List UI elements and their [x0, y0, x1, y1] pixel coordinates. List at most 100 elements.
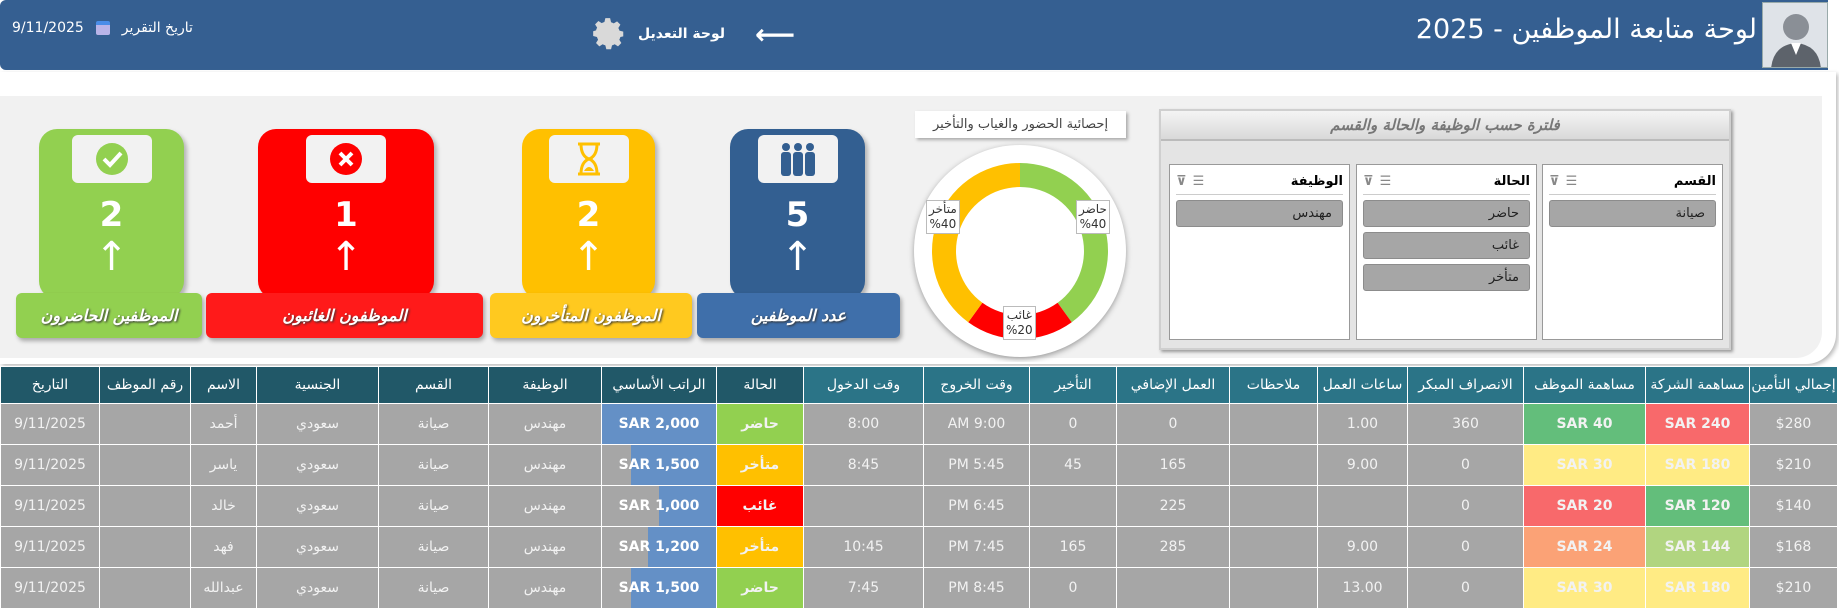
- table-cell[interactable]: ياسر: [190, 444, 257, 486]
- column-header[interactable]: الراتب الأساسي: [601, 366, 717, 404]
- table-cell[interactable]: 9/11/2025: [0, 444, 100, 486]
- table-cell[interactable]: 9.00: [1317, 526, 1408, 568]
- table-cell[interactable]: [1229, 444, 1318, 486]
- table-cell[interactable]: سعودي: [256, 485, 379, 527]
- column-header[interactable]: الوظيفة: [488, 366, 602, 404]
- table-cell[interactable]: 8:00: [803, 403, 924, 445]
- column-header[interactable]: وقت الخروج: [923, 366, 1030, 404]
- table-cell[interactable]: صيانة: [378, 485, 489, 527]
- table-cell[interactable]: صيانة: [378, 567, 489, 609]
- edit-dashboard-link[interactable]: لوحة التعديل ⟵: [590, 14, 795, 54]
- table-cell[interactable]: صيانة: [378, 526, 489, 568]
- table-cell[interactable]: حاضر: [716, 567, 804, 609]
- table-cell[interactable]: 0: [1407, 485, 1524, 527]
- table-cell[interactable]: SAR 1,500: [601, 567, 717, 609]
- table-cell[interactable]: SAR 240: [1645, 403, 1750, 445]
- clear-filter-icon[interactable]: ⊽: [1363, 174, 1380, 189]
- slicer-item[interactable]: مهندس: [1176, 200, 1343, 227]
- table-cell[interactable]: أحمد: [190, 403, 257, 445]
- table-cell[interactable]: 0: [1029, 567, 1117, 609]
- table-cell[interactable]: [99, 444, 191, 486]
- table-cell[interactable]: سعودي: [256, 403, 379, 445]
- column-header[interactable]: الحالة: [716, 366, 804, 404]
- table-cell[interactable]: 7:45 PM: [923, 526, 1030, 568]
- table-cell[interactable]: [99, 485, 191, 527]
- table-cell[interactable]: متأخر: [716, 444, 804, 486]
- table-cell[interactable]: SAR 30: [1523, 567, 1646, 609]
- table-cell[interactable]: غائب: [716, 485, 804, 527]
- table-cell[interactable]: 9:00 AM: [923, 403, 1030, 445]
- table-cell[interactable]: 0: [1407, 567, 1524, 609]
- table-cell[interactable]: خالد: [190, 485, 257, 527]
- table-cell[interactable]: SAR 180: [1645, 567, 1750, 609]
- slicer-item[interactable]: غائب: [1363, 232, 1530, 259]
- table-cell[interactable]: عبدالله: [190, 567, 257, 609]
- table-cell[interactable]: 165: [1029, 526, 1117, 568]
- slicer-item[interactable]: متأخر: [1363, 264, 1530, 291]
- table-cell[interactable]: [1229, 526, 1318, 568]
- table-cell[interactable]: SAR 1,000: [601, 485, 717, 527]
- table-cell[interactable]: سعودي: [256, 526, 379, 568]
- clear-filter-icon[interactable]: ⊽: [1176, 174, 1193, 189]
- table-cell[interactable]: $210: [1749, 444, 1838, 486]
- table-cell[interactable]: $210: [1749, 567, 1838, 609]
- clear-filter-icon[interactable]: ⊽: [1549, 174, 1566, 189]
- table-cell[interactable]: SAR 20: [1523, 485, 1646, 527]
- table-cell[interactable]: 10:45: [803, 526, 924, 568]
- table-cell[interactable]: SAR 2,000: [601, 403, 717, 445]
- table-cell[interactable]: مهندس: [488, 403, 602, 445]
- table-cell[interactable]: $140: [1749, 485, 1838, 527]
- table-cell[interactable]: 0: [1407, 444, 1524, 486]
- column-header[interactable]: التأخير: [1029, 366, 1117, 404]
- table-cell[interactable]: 0: [1029, 403, 1117, 445]
- table-cell[interactable]: 0: [1407, 526, 1524, 568]
- column-header[interactable]: الاسم: [190, 366, 257, 404]
- table-cell[interactable]: [1229, 567, 1318, 609]
- multi-select-icon[interactable]: ☰: [1565, 174, 1584, 189]
- table-cell[interactable]: [1116, 567, 1230, 609]
- column-header[interactable]: الانصراف المبكر: [1407, 366, 1524, 404]
- table-cell[interactable]: [99, 403, 191, 445]
- column-header[interactable]: التاريخ: [0, 366, 100, 404]
- column-header[interactable]: وقت الدخول: [803, 366, 924, 404]
- table-cell[interactable]: 9.00: [1317, 444, 1408, 486]
- table-cell[interactable]: [1229, 403, 1318, 445]
- table-cell[interactable]: 285: [1116, 526, 1230, 568]
- table-cell[interactable]: صيانة: [378, 444, 489, 486]
- table-cell[interactable]: سعودي: [256, 444, 379, 486]
- column-header[interactable]: مساهمة الموظف: [1523, 366, 1646, 404]
- column-header[interactable]: القسم: [378, 366, 489, 404]
- table-cell[interactable]: 8:45 PM: [923, 567, 1030, 609]
- table-cell[interactable]: 7:45: [803, 567, 924, 609]
- table-cell[interactable]: SAR 1,200: [601, 526, 717, 568]
- table-cell[interactable]: 5:45 PM: [923, 444, 1030, 486]
- table-cell[interactable]: [1029, 485, 1117, 527]
- table-cell[interactable]: $168: [1749, 526, 1838, 568]
- table-cell[interactable]: مهندس: [488, 485, 602, 527]
- column-header[interactable]: ساعات العمل: [1317, 366, 1408, 404]
- table-cell[interactable]: $280: [1749, 403, 1838, 445]
- column-header[interactable]: الجنسية: [256, 366, 379, 404]
- table-cell[interactable]: SAR 30: [1523, 444, 1646, 486]
- table-cell[interactable]: مهندس: [488, 567, 602, 609]
- table-cell[interactable]: 225: [1116, 485, 1230, 527]
- table-cell[interactable]: 165: [1116, 444, 1230, 486]
- multi-select-icon[interactable]: ☰: [1379, 174, 1398, 189]
- table-cell[interactable]: SAR 144: [1645, 526, 1750, 568]
- column-header[interactable]: رقم الموظف: [99, 366, 191, 404]
- table-cell[interactable]: 9/11/2025: [0, 403, 100, 445]
- table-cell[interactable]: 1.00: [1317, 403, 1408, 445]
- table-cell[interactable]: 9/11/2025: [0, 567, 100, 609]
- column-header[interactable]: ملاحظات: [1229, 366, 1318, 404]
- table-cell[interactable]: [803, 485, 924, 527]
- table-cell[interactable]: 45: [1029, 444, 1117, 486]
- table-cell[interactable]: سعودي: [256, 567, 379, 609]
- table-cell[interactable]: SAR 1,500: [601, 444, 717, 486]
- table-cell[interactable]: SAR 40: [1523, 403, 1646, 445]
- table-cell[interactable]: مهندس: [488, 526, 602, 568]
- table-cell[interactable]: متأخر: [716, 526, 804, 568]
- table-cell[interactable]: SAR 180: [1645, 444, 1750, 486]
- slicer-item[interactable]: حاضر: [1363, 200, 1530, 227]
- table-cell[interactable]: [99, 526, 191, 568]
- table-cell[interactable]: [99, 567, 191, 609]
